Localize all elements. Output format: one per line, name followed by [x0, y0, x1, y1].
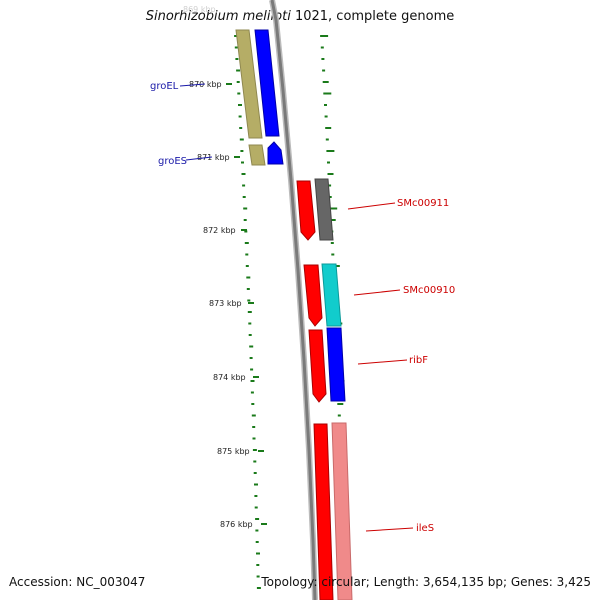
gene-label-groES[interactable]: groES [158, 156, 187, 167]
gene-groES-arrow [267, 141, 284, 165]
gene-SMc00911[interactable] [296, 178, 334, 241]
genome-backbone [270, 0, 317, 600]
gene-ileS-arrow [313, 423, 334, 600]
leader-line-SMc00910 [353, 289, 401, 296]
accession-text: Accession: NC_003047 [9, 575, 146, 589]
gene-label-groEL[interactable]: groEL [150, 81, 179, 92]
tick-label: 873 kbp [209, 299, 242, 308]
tick-label: 869 kbp [183, 5, 216, 14]
gene-groES-paired-track [248, 144, 266, 166]
map-title: Sinorhizobium meliloti 1021, complete ge… [0, 9, 600, 24]
gene-label-SMc00910[interactable]: SMc00910 [403, 285, 455, 296]
gene-labels: groEL groES SMc00911 SMc00910 ribF ileS [150, 81, 455, 534]
gene-label-ileS[interactable]: ileS [416, 523, 434, 534]
tick-label: 872 kbp [203, 226, 236, 235]
gene-SMc00910[interactable] [303, 263, 342, 327]
map-title-rest: 1021, complete genome [290, 9, 455, 24]
gene-groEL[interactable] [235, 29, 280, 139]
tick-label: 871 kbp [197, 153, 230, 162]
gene-ileS[interactable] [313, 422, 353, 600]
gene-label-SMc00911[interactable]: SMc00911 [397, 198, 449, 209]
gene-ribF[interactable] [308, 327, 346, 403]
tick-label: 876 kbp [220, 520, 253, 529]
gene-label-ribF[interactable]: ribF [409, 355, 428, 366]
leader-line-ribF [357, 359, 408, 365]
gene-ribF-paired-track [326, 327, 346, 402]
leader-line-SMc00911 [347, 202, 396, 210]
gene-SMc00910-arrow [303, 264, 323, 327]
genome-summary-text: Topology: circular; Length: 3,654,135 bp… [261, 575, 591, 589]
gene-SMc00911-arrow [296, 180, 316, 241]
gene-groEL-paired-track [235, 29, 263, 139]
leader-line-ileS [365, 527, 414, 532]
gene-SMc00910-paired-track [321, 263, 342, 327]
gene-ileS-paired-track [331, 422, 353, 600]
gene-ribF-arrow [308, 329, 327, 403]
tick-label: 875 kbp [217, 447, 250, 456]
tick-label: 870 kbp [189, 80, 222, 89]
gene-groEL-arrow [254, 29, 280, 137]
gene-groES[interactable] [248, 141, 284, 166]
kbp-axis: 869 kbp 870 kbp 871 kbp 872 kbp 873 kbp … [183, 5, 267, 529]
leader-line-groEL [179, 83, 206, 87]
gene-SMc00911-paired-track [314, 178, 334, 241]
tick-label: 874 kbp [213, 373, 246, 382]
map-title-species: Sinorhizobium meliloti [145, 9, 291, 24]
leader-line-groES [185, 156, 213, 161]
